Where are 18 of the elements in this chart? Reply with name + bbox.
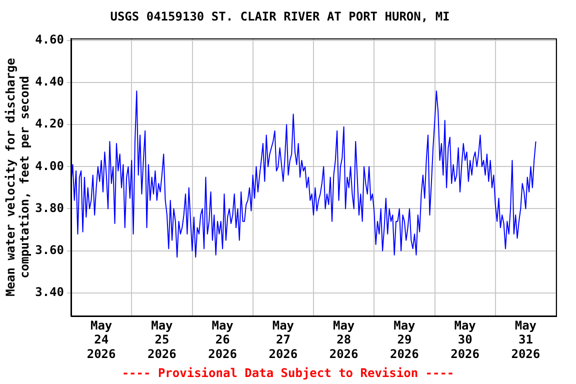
y-tick-label: 4.20 [35,116,64,131]
chart-title: USGS 04159130 ST. CLAIR RIVER AT PORT HURON, MI [110,9,450,24]
y-tick-label: 4.00 [35,158,64,173]
x-tick-label: May 29 2026 [390,318,419,362]
x-tick-label: May 24 2026 [86,318,116,362]
x-tick-label: May 31 2026 [511,318,540,362]
x-tick-label: May 25 2026 [147,318,176,362]
y-tick-label: 4.60 [35,32,64,47]
x-tick-label: May 28 2026 [329,318,358,362]
y-tick-label: 3.60 [35,242,64,257]
x-tick-label: May 27 2026 [268,318,298,362]
x-tick-label: May 26 2026 [208,318,238,362]
text: ---- Provisional Data Subject to Revision ---- [120,366,456,380]
y-tick-label: 4.40 [35,74,64,89]
y-tick-label: 3.80 [35,200,64,215]
x-tick-label: May 30 2026 [450,318,480,362]
y-tick-label: 3.40 [35,284,64,299]
y-axis-title: Mean water velocity for discharge computation, feet per second [3,58,32,296]
